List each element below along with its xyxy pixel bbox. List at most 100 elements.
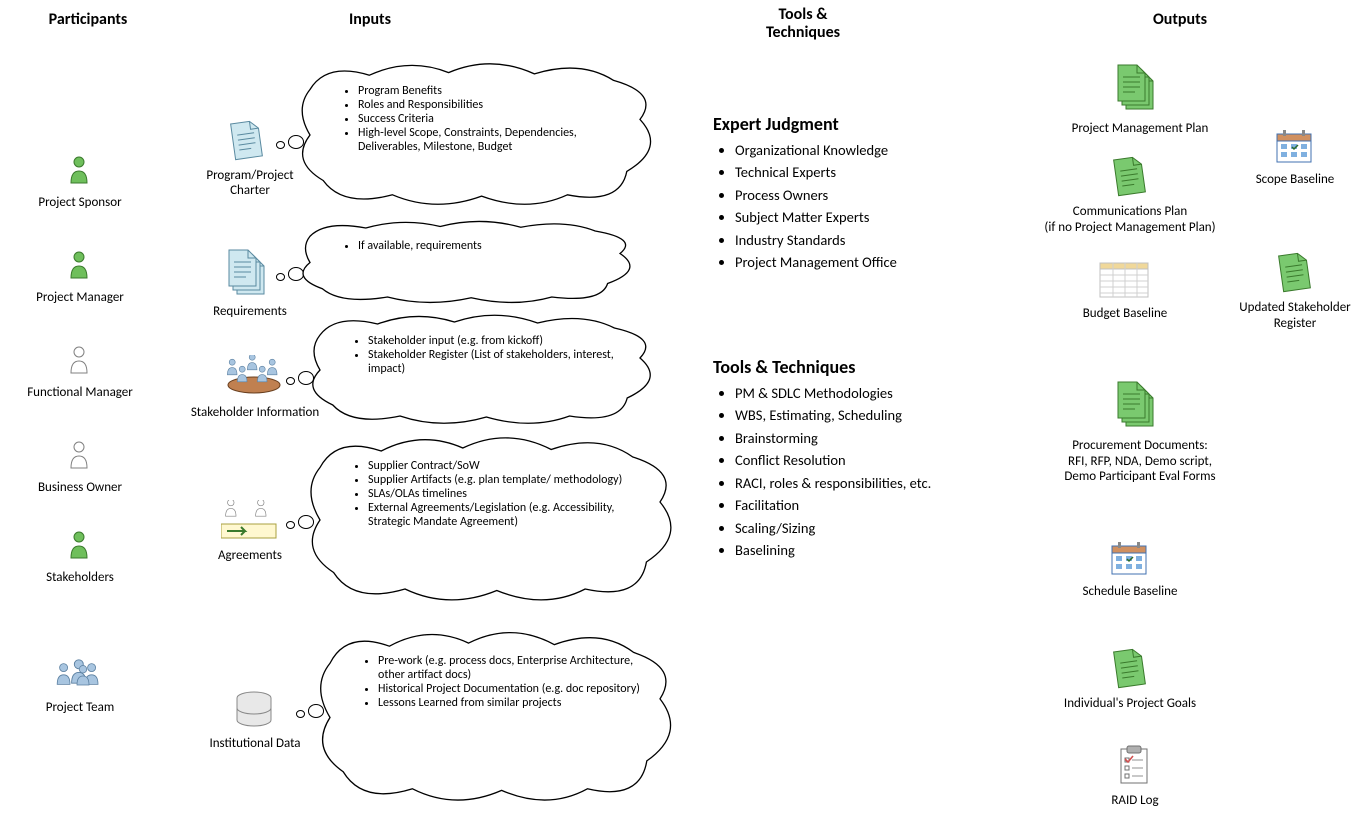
header-inputs: Inputs (330, 10, 410, 29)
participant-label: Project Team (15, 700, 145, 715)
output-budget-baseline: Budget Baseline (1055, 262, 1195, 322)
tools-bullet: Industry Standards (735, 229, 993, 251)
participant-project-manager: Project Manager (15, 250, 145, 305)
person-green-icon (67, 250, 93, 282)
input-cloud: Stakeholder input (e.g. from kickoff)Sta… (320, 320, 640, 420)
tools-bullet: RACI, roles & responsibilities, etc. (735, 472, 993, 494)
clipboard-icon (1117, 745, 1153, 787)
thought-bubble (286, 521, 295, 529)
tools-bullet: PM & SDLC Methodologies (735, 382, 993, 404)
tools-bullet: Scaling/Sizing (735, 517, 993, 539)
doc-stack-green-icon (1115, 63, 1165, 115)
input-bullet: High-level Scope, Constraints, Dependenc… (358, 126, 620, 154)
input-label: Stakeholder Information (180, 405, 330, 420)
header-participants: Participants (28, 10, 148, 29)
header-outputs: Outputs (1135, 10, 1225, 29)
document-stack-icon (226, 248, 274, 298)
header-tools: Tools & Techniques (748, 6, 858, 41)
input-program-project-charter: Program/ProjectCharter (195, 120, 305, 198)
output-label: Updated Stakeholder Register (1225, 300, 1361, 331)
input-bullet: Supplier Artifacts (e.g. plan template/ … (368, 473, 640, 487)
input-bullet: External Agreements/Legislation (e.g. Ac… (368, 501, 640, 529)
output-updated-stakeholder: Updated Stakeholder Register (1225, 252, 1361, 331)
input-bullet: Roles and Responsibilities (358, 98, 620, 112)
tools-bullet: Technical Experts (735, 161, 993, 183)
person-green-icon (67, 155, 93, 187)
output-label: Procurement Documents:RFI, RFP, NDA, Dem… (1025, 438, 1255, 485)
input-label: Requirements (195, 304, 305, 319)
tools-bullet: Brainstorming (735, 427, 993, 449)
output-label: RAID Log (1075, 793, 1195, 809)
input-bullet: Supplier Contract/SoW (368, 459, 640, 473)
output-raid-log: RAID Log (1075, 745, 1195, 809)
thought-bubble (276, 273, 285, 281)
input-label: Institutional Data (200, 736, 310, 751)
participant-functional-manager: Functional Manager (15, 345, 145, 400)
participant-label: Business Owner (15, 480, 145, 495)
input-bullet: Program Benefits (358, 84, 620, 98)
participant-stakeholders: Stakeholders (15, 530, 145, 585)
output-project-management-plan: Project Management Plan (1055, 63, 1225, 137)
doc-green-icon (1113, 648, 1147, 690)
tools-bullet: Organizational Knowledge (735, 139, 993, 161)
input-bullet: Stakeholder Register (List of stakeholde… (368, 348, 620, 376)
tools-bullet: Facilitation (735, 494, 993, 516)
thought-bubble (286, 377, 295, 385)
tools-section-title: Expert Judgment (713, 113, 993, 135)
input-cloud: Program BenefitsRoles and Responsibiliti… (310, 70, 640, 200)
input-bullet: Pre-work (e.g. process docs, Enterprise … (378, 654, 640, 682)
output-label: Scope Baseline (1235, 172, 1355, 188)
document-icon (230, 120, 270, 162)
participant-label: Functional Manager (15, 385, 145, 400)
input-bullet: SLAs/OLAs timelines (368, 487, 640, 501)
input-cloud: Supplier Contract/SoWSupplier Artifacts … (320, 445, 660, 595)
thought-bubble (276, 141, 285, 149)
input-institutional-data: Institutional Data (200, 690, 310, 751)
input-cloud: Pre-work (e.g. process docs, Enterprise … (330, 640, 660, 795)
calendar-blue-icon (1110, 540, 1150, 578)
input-cloud: If available, requirements (310, 225, 620, 300)
output-communications-plan: Communications Plan(if no Project Manage… (1015, 156, 1245, 235)
handshake-icon (221, 500, 279, 542)
database-icon (234, 690, 276, 730)
person-white-icon (67, 345, 93, 377)
spreadsheet-icon (1099, 262, 1151, 300)
output-scope-baseline: Scope Baseline (1235, 128, 1355, 188)
output-schedule-baseline: Schedule Baseline (1055, 540, 1205, 600)
tools-bullet: Baselining (735, 539, 993, 561)
thought-bubble (296, 710, 305, 718)
input-requirements: Requirements (195, 248, 305, 319)
calendar-blue-icon (1275, 128, 1315, 166)
participant-project-team: Project Team (15, 658, 145, 715)
input-bullet: Historical Project Documentation (e.g. d… (378, 682, 640, 696)
tools-section-tools-techniques: Tools & Techniques PM & SDLC Methodologie… (713, 356, 993, 562)
tools-section-expert-judgment: Expert Judgment Organizational KnowledgeT… (713, 113, 993, 274)
output-procurement-documents-: Procurement Documents:RFI, RFP, NDA, Dem… (1025, 380, 1255, 485)
person-green-icon (67, 530, 93, 562)
tools-bullet: Process Owners (735, 184, 993, 206)
input-bullet: Lessons Learned from similar projects (378, 696, 640, 710)
output-individual-s-project-goals: Individual's Project Goals (1045, 648, 1215, 712)
output-label: Budget Baseline (1055, 306, 1195, 322)
tools-section-title: Tools & Techniques (713, 356, 993, 378)
output-label: Project Management Plan (1055, 121, 1225, 137)
people-group-icon (54, 658, 106, 692)
participant-label: Project Manager (15, 290, 145, 305)
participant-label: Stakeholders (15, 570, 145, 585)
participant-label: Project Sponsor (15, 195, 145, 210)
input-bullet: Stakeholder input (e.g. from kickoff) (368, 334, 620, 348)
doc-green-icon (1278, 252, 1312, 294)
tools-bullet: Subject Matter Experts (735, 206, 993, 228)
doc-green-icon (1113, 156, 1147, 198)
input-bullet: Success Criteria (358, 112, 620, 126)
person-white-icon (67, 440, 93, 472)
tools-bullet: Conflict Resolution (735, 449, 993, 471)
input-stakeholder-information: Stakeholder Information (180, 355, 330, 420)
tools-bullet: Project Management Office (735, 251, 993, 273)
input-bullet: If available, requirements (358, 239, 600, 253)
participant-business-owner: Business Owner (15, 440, 145, 495)
output-label: Individual's Project Goals (1045, 696, 1215, 712)
meeting-icon (219, 355, 291, 399)
input-agreements: Agreements (195, 500, 305, 563)
input-label: Program/ProjectCharter (195, 168, 305, 198)
